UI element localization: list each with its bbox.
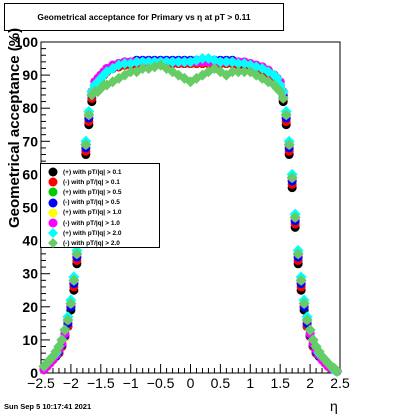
data-point — [131, 56, 143, 68]
legend-label: (-) with pT/|q| > 2.0 — [63, 239, 120, 247]
data-point — [298, 297, 310, 309]
legend-label: (+) with pT/|q| > 0.5 — [63, 188, 122, 196]
y-tick-label: 100 — [15, 34, 39, 50]
y-tick-label: 30 — [22, 266, 38, 282]
data-point — [301, 314, 313, 326]
x-tick-label: 1.5 — [270, 375, 290, 391]
x-axis-label: η — [330, 398, 338, 414]
data-point — [196, 53, 208, 65]
y-axis-label: Geometrical acceptance (%) — [6, 27, 23, 228]
legend-marker — [48, 177, 58, 187]
legend-entry: (+) with pT/|q| > 1.0 — [41, 208, 159, 218]
data-point — [137, 62, 149, 74]
data-point — [289, 211, 301, 223]
data-point — [62, 314, 74, 326]
data-point — [283, 139, 295, 151]
x-tick-label: −0.5 — [147, 375, 175, 391]
data-point — [286, 172, 298, 184]
chart-title-box: Geometrical acceptance for Primary vs η … — [4, 3, 284, 31]
data-point — [226, 66, 238, 78]
data-point — [238, 66, 250, 78]
data-point — [331, 365, 343, 377]
y-tick-label: 80 — [22, 100, 38, 116]
y-tick-label: 60 — [22, 166, 38, 182]
legend-entry: (-) with pT/|q| > 1.0 — [41, 218, 159, 228]
data-point — [292, 248, 304, 260]
data-point — [137, 56, 149, 68]
data-point — [214, 56, 226, 68]
data-point — [149, 61, 161, 73]
x-tick-label: −1.5 — [87, 375, 115, 391]
data-point — [232, 58, 244, 70]
legend-marker — [48, 198, 58, 208]
data-point — [119, 58, 131, 70]
data-point — [304, 324, 316, 336]
legend-marker — [48, 238, 58, 249]
x-tick-label: −1 — [123, 375, 139, 391]
data-point — [65, 297, 77, 309]
y-tick-label: 10 — [22, 332, 38, 348]
data-point — [56, 334, 68, 346]
y-tick-label: 0 — [30, 365, 38, 381]
x-tick-label: 0.5 — [211, 375, 231, 391]
legend-entry: (-) with pT/|q| > 0.1 — [41, 177, 159, 187]
data-point — [68, 274, 80, 286]
legend-marker — [48, 208, 58, 218]
x-tick-label: −2.5 — [27, 375, 55, 391]
legend-marker — [48, 167, 58, 177]
data-point — [179, 56, 191, 68]
data-point — [125, 66, 137, 78]
data-point — [59, 324, 71, 336]
legend-marker — [48, 218, 58, 228]
datestamp: Sun Sep 5 10:17:41 2021 — [4, 402, 92, 411]
x-tick-label: 2.5 — [330, 375, 350, 391]
data-point — [295, 274, 307, 286]
legend-label: (+) with pT/|q| > 1.0 — [63, 209, 122, 217]
data-point — [167, 56, 179, 68]
legend-entry: (+) with pT/|q| > 0.5 — [41, 187, 159, 197]
x-tick-label: −2 — [63, 375, 79, 391]
data-point — [202, 53, 214, 65]
chart-title: Geometrical acceptance for Primary vs η … — [37, 12, 251, 22]
legend-label: (+) with pT/|q| > 2.0 — [63, 229, 122, 237]
legend-entry: (+) with pT/|q| > 2.0 — [41, 228, 159, 239]
legend-label: (-) with pT/|q| > 1.0 — [63, 219, 120, 227]
data-point — [173, 56, 185, 68]
legend-label: (-) with pT/|q| > 0.1 — [63, 178, 120, 186]
legend-marker — [48, 228, 58, 239]
y-tick-label: 20 — [22, 299, 38, 315]
x-tick-label: 2 — [306, 375, 314, 391]
data-point — [277, 92, 289, 104]
data-point — [232, 66, 244, 78]
x-tick-label: 1 — [246, 375, 254, 391]
data-point — [71, 248, 83, 260]
legend-entry: (+) with pT/|q| > 0.1 — [41, 167, 159, 177]
legend-entry: (-) with pT/|q| > 2.0 — [41, 238, 159, 249]
legend-label: (-) with pT/|q| > 0.5 — [63, 199, 120, 207]
data-point — [53, 341, 65, 353]
data-point — [83, 109, 95, 121]
legend-label: (+) with pT/|q| > 0.1 — [63, 168, 122, 176]
y-tick-label: 50 — [22, 200, 38, 216]
data-point — [220, 56, 232, 68]
legend-entry: (-) with pT/|q| > 0.5 — [41, 198, 159, 208]
y-tick-label: 40 — [22, 233, 38, 249]
y-tick-label: 70 — [22, 133, 38, 149]
data-point — [280, 109, 292, 121]
axis-tick-labels: −2.5 −2 −1.5 −1 −0.5 0 0.5 1 1.5 2 2.5 0 10 20 30 40 50 6… — [15, 34, 350, 391]
x-tick-label: 0 — [187, 375, 195, 391]
y-tick-label: 90 — [22, 67, 38, 83]
data-point — [80, 139, 92, 151]
legend-marker — [48, 187, 58, 197]
legend: (+) with pT/|q| > 0.1 (-) with pT/|q| > 0… — [40, 163, 160, 249]
data-points — [38, 53, 343, 377]
